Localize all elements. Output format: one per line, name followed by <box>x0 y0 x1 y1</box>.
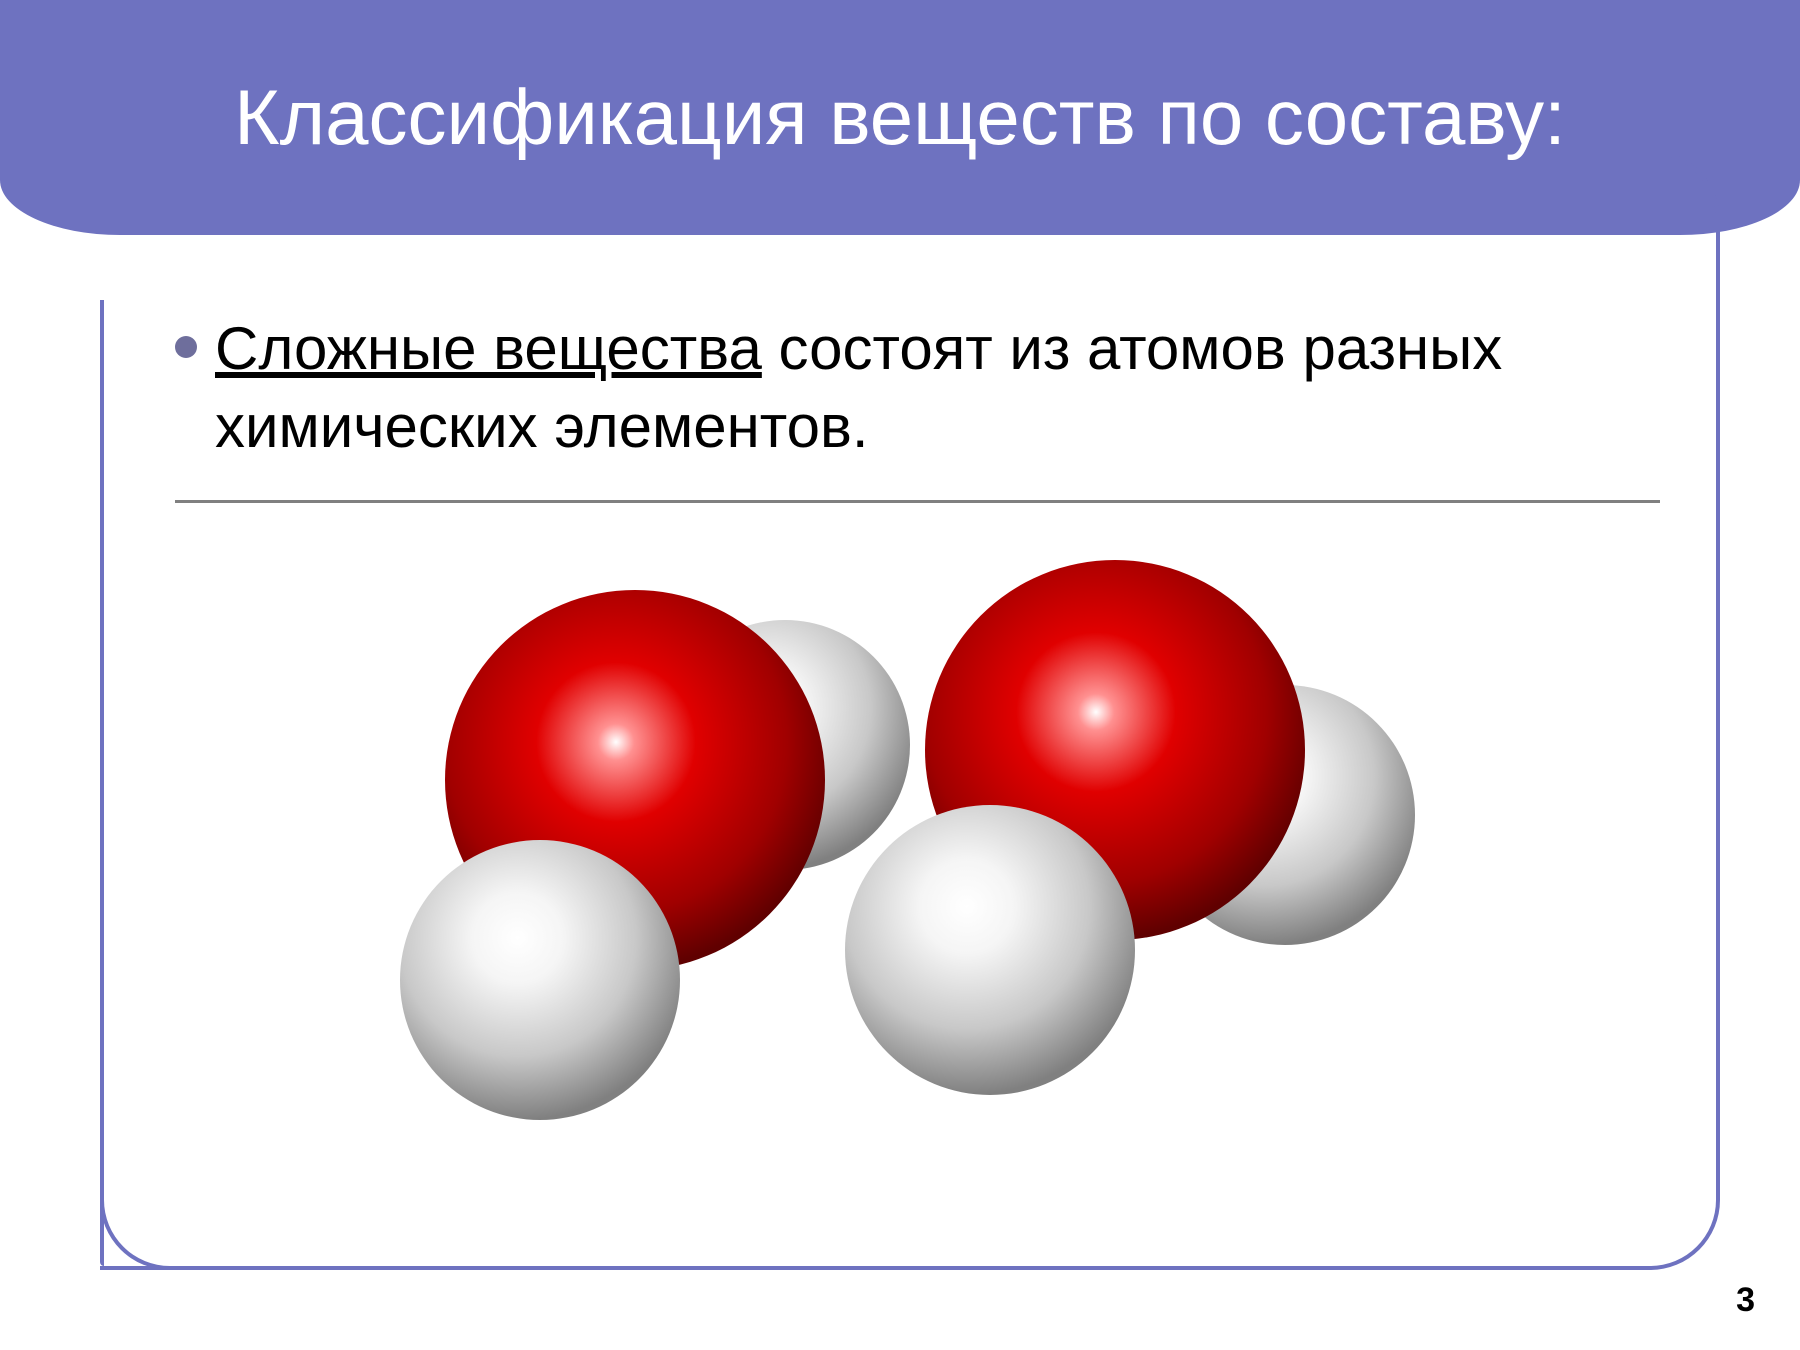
divider <box>175 500 1660 503</box>
bullet-item: Сложные вещества состоят из атомов разны… <box>175 310 1660 466</box>
underlined-term: Сложные вещества <box>215 315 762 382</box>
molecule-2 <box>845 560 1415 1095</box>
body-text: Сложные вещества состоят из атомов разны… <box>215 310 1660 466</box>
bullet-icon <box>175 336 197 358</box>
molecule-1 <box>400 590 910 1120</box>
page-number: 3 <box>1736 1281 1755 1320</box>
molecules-diagram <box>345 555 1415 1175</box>
body-content: Сложные вещества состоят из атомов разны… <box>175 310 1660 466</box>
